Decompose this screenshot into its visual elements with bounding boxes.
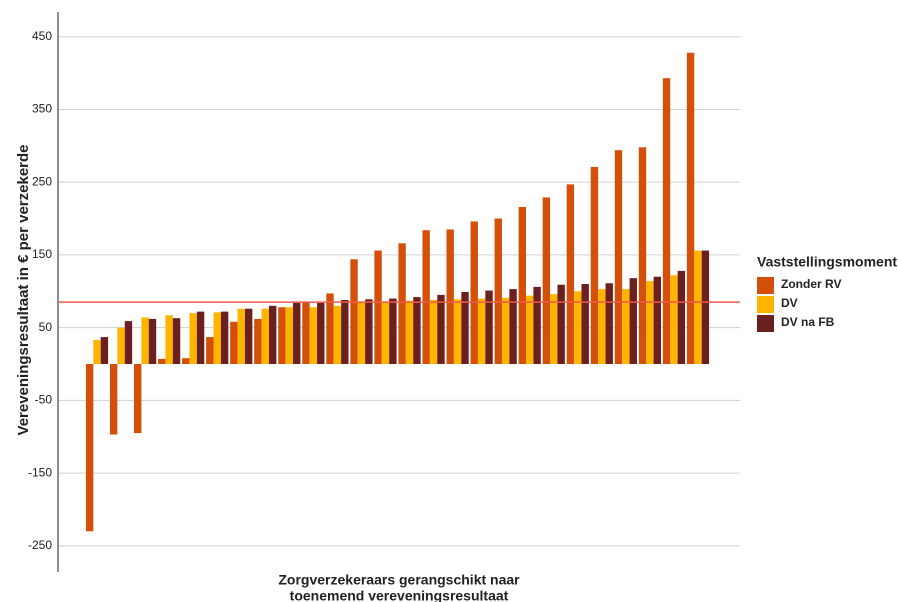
bar xyxy=(182,358,190,364)
bar xyxy=(485,290,493,364)
bar xyxy=(550,294,558,364)
bar xyxy=(446,229,454,364)
bar xyxy=(100,337,109,364)
y-tick-label: -50 xyxy=(35,393,53,407)
bar xyxy=(350,259,358,364)
bar xyxy=(293,302,301,364)
legend-label: DV xyxy=(781,296,798,310)
bar xyxy=(237,308,245,364)
legend-swatch xyxy=(757,296,774,313)
bar xyxy=(518,206,527,364)
bar xyxy=(117,327,125,364)
bar xyxy=(206,337,214,364)
bar xyxy=(141,317,149,364)
bar xyxy=(574,291,582,364)
bar xyxy=(317,302,325,364)
bar xyxy=(196,311,205,364)
y-tick-label: 350 xyxy=(32,102,52,116)
bar xyxy=(172,318,181,364)
bar xyxy=(124,321,133,364)
bar xyxy=(614,150,623,364)
bar xyxy=(333,305,342,364)
bar xyxy=(93,340,101,364)
y-tick-label: 250 xyxy=(32,174,52,188)
legend-label: DV na FB xyxy=(781,315,835,329)
bar xyxy=(189,313,197,364)
bar xyxy=(158,358,166,364)
bar xyxy=(244,308,253,364)
bar xyxy=(501,297,510,364)
x-axis-label: toenemend vereveningsresultaat xyxy=(290,588,509,602)
bar xyxy=(701,250,710,364)
x-axis-label: Zorgverzekeraars gerangschikt naar xyxy=(278,572,520,588)
bar xyxy=(261,308,269,364)
bar xyxy=(389,298,397,364)
bar xyxy=(677,270,686,364)
bar xyxy=(254,318,262,364)
bar xyxy=(341,300,349,364)
y-tick-label: 50 xyxy=(39,320,53,334)
bar xyxy=(381,301,390,364)
bar xyxy=(302,302,310,364)
bar xyxy=(309,307,318,364)
legend-title: Vaststellingsmoment xyxy=(757,254,897,270)
bar xyxy=(533,286,541,364)
bar xyxy=(268,305,277,364)
y-tick-label: -150 xyxy=(28,465,52,479)
bar xyxy=(694,250,702,364)
bar xyxy=(638,147,647,364)
bar xyxy=(653,276,662,364)
bar xyxy=(453,299,462,364)
bar xyxy=(405,300,414,364)
bar xyxy=(629,278,637,364)
y-tick-label: -250 xyxy=(28,538,52,552)
bar xyxy=(470,221,478,364)
bar xyxy=(566,184,575,364)
bar xyxy=(213,312,221,364)
bar xyxy=(365,299,373,364)
bar xyxy=(494,218,502,364)
bar xyxy=(413,297,421,364)
bar xyxy=(374,250,382,364)
bar xyxy=(646,281,654,364)
bar xyxy=(148,318,157,364)
bar xyxy=(133,364,142,434)
bar xyxy=(590,166,599,364)
y-axis-label: Vereveningsresultaat in € per verzekerde xyxy=(15,145,32,436)
bar xyxy=(598,289,606,364)
bar xyxy=(85,364,94,532)
y-tick-label: 450 xyxy=(32,29,52,43)
bar xyxy=(662,78,671,364)
bar xyxy=(477,298,486,364)
y-tick-label: 150 xyxy=(32,247,52,261)
legend-label: Zonder RV xyxy=(781,277,841,291)
bar xyxy=(557,284,565,364)
bar xyxy=(230,321,238,364)
bar xyxy=(357,302,366,364)
bar xyxy=(461,292,469,364)
bar xyxy=(165,315,173,364)
bar xyxy=(509,289,517,364)
bar xyxy=(581,284,589,364)
bar xyxy=(398,243,406,364)
bar xyxy=(326,293,334,364)
bar xyxy=(605,283,613,364)
bar xyxy=(285,307,294,364)
bar xyxy=(437,294,445,364)
bar xyxy=(542,197,551,364)
legend-swatch xyxy=(757,315,774,332)
bar xyxy=(429,300,438,364)
bar xyxy=(686,52,695,365)
bar xyxy=(622,289,630,364)
bar xyxy=(109,364,118,435)
bar xyxy=(220,311,229,364)
bar xyxy=(670,275,678,364)
legend-swatch xyxy=(757,277,774,294)
bar xyxy=(422,230,430,364)
bar xyxy=(526,295,534,364)
bar xyxy=(278,307,286,364)
